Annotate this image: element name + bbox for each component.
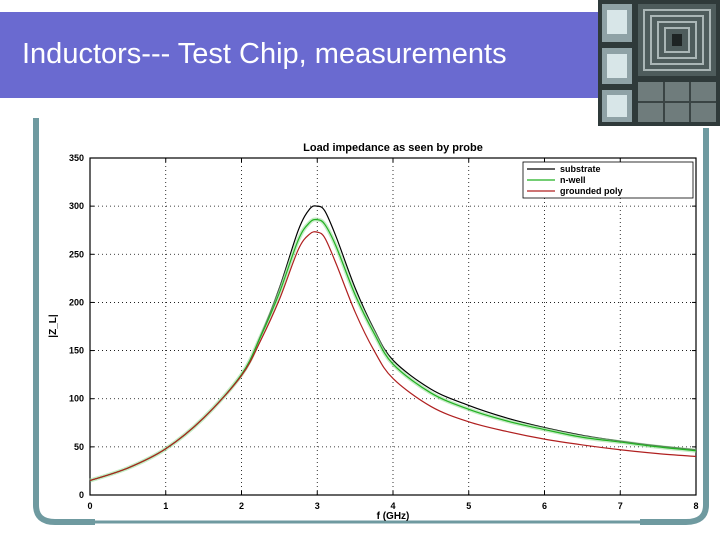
chart-title: Load impedance as seen by probe (303, 142, 483, 154)
y-tick-label: 0 (79, 490, 84, 500)
x-tick-label: 6 (542, 501, 547, 511)
y-tick-label: 100 (69, 394, 84, 404)
series-lines (89, 205, 697, 483)
y-tick-label: 300 (69, 201, 84, 211)
x-tick-label: 2 (239, 501, 244, 511)
y-tick-label: 150 (69, 346, 84, 356)
x-tick-label: 8 (693, 501, 698, 511)
y-tick-label: 250 (69, 249, 84, 259)
y-axis-label: |Z_L| (48, 314, 59, 338)
legend-label-substrate: substrate (560, 164, 601, 174)
x-tick-label: 3 (315, 501, 320, 511)
x-tick-label: 4 (390, 501, 395, 511)
inductor-chip-micrograph-icon (598, 0, 720, 126)
y-tick-label: 200 (69, 297, 84, 307)
series-line-grounded-poly (89, 231, 697, 482)
x-tick-label: 1 (163, 501, 168, 511)
slide-title-bar (0, 12, 612, 98)
x-axis-label: f (GHz) (377, 511, 410, 522)
y-tick-label: 350 (69, 153, 84, 163)
legend: substrate n-well grounded poly (522, 161, 694, 199)
slide-title: Inductors--- Test Chip, measurements (22, 38, 507, 70)
x-tick-label: 5 (466, 501, 471, 511)
tick-labels: 0 1 2 3 4 5 6 7 8 0 50 100 150 200 250 300 350 (69, 153, 699, 511)
legend-label-n-well: n-well (560, 175, 586, 185)
x-tick-label: 0 (87, 501, 92, 511)
x-tick-label: 7 (618, 501, 623, 511)
y-tick-label: 50 (74, 442, 84, 452)
legend-label-grounded-poly: grounded poly (560, 186, 623, 196)
